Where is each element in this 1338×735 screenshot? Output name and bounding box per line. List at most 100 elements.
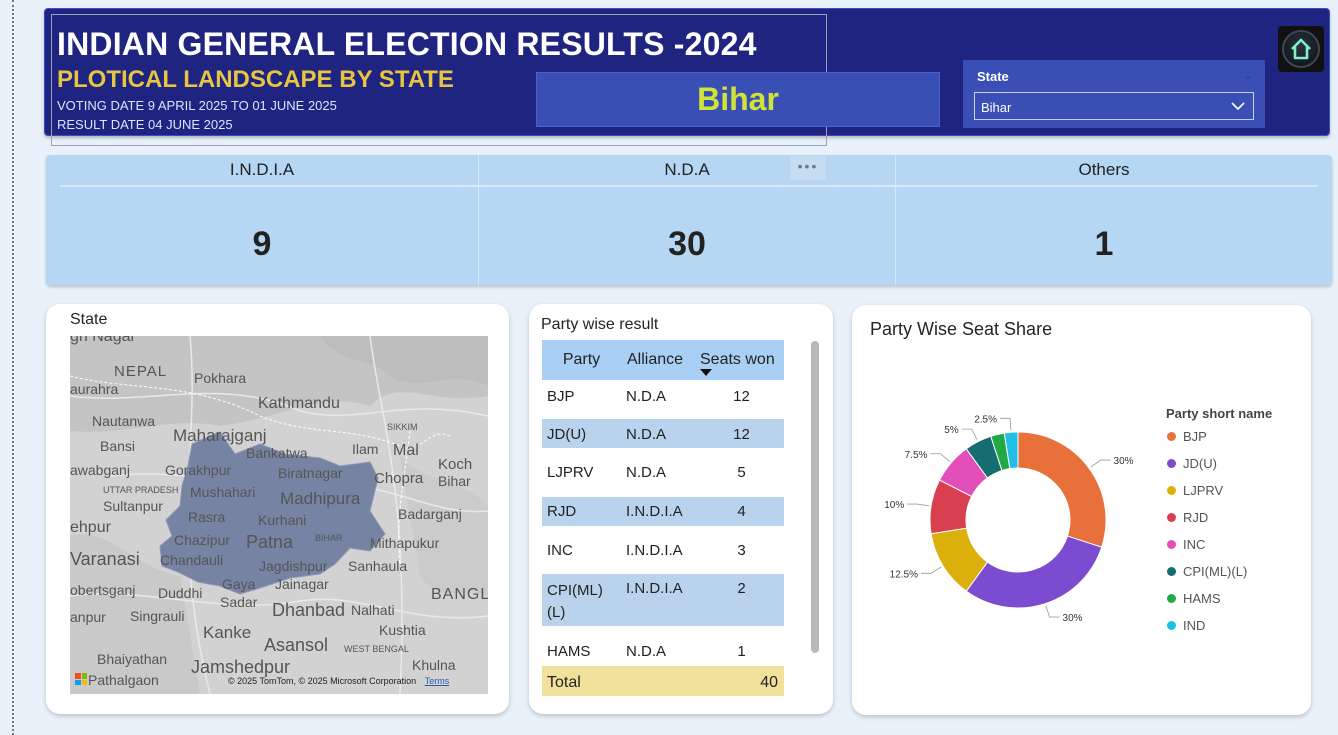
map-label: Pokhara bbox=[194, 370, 247, 386]
data-label-leader-line bbox=[907, 503, 930, 507]
map-label: Gorakhpur bbox=[165, 462, 232, 478]
map-attribution: © 2025 TomTom, © 2025 Microsoft Corporat… bbox=[228, 676, 449, 686]
data-label: 10% bbox=[884, 500, 904, 511]
cell-party: LJPRV bbox=[547, 464, 594, 481]
party-result-table: Party Alliance Seats won BJP N.D.A 12 JD… bbox=[542, 340, 784, 696]
map-label: Jamshedpur bbox=[191, 657, 291, 677]
donut-slice-bjp[interactable] bbox=[1017, 431, 1107, 548]
map-label: UTTAR PRADESH bbox=[103, 485, 179, 495]
legend-label: INC bbox=[1183, 537, 1206, 552]
state-dropdown[interactable]: Bihar bbox=[974, 92, 1254, 120]
legend-label: JD(U) bbox=[1183, 456, 1217, 471]
selected-state-value: Bihar bbox=[697, 81, 779, 117]
selected-state-card: Bihar bbox=[536, 72, 940, 127]
map-label: Bihar bbox=[438, 473, 471, 489]
legend-swatch bbox=[1167, 513, 1176, 522]
legend-item[interactable]: LJPRV bbox=[1167, 483, 1223, 498]
seat-share-title: Party Wise Seat Share bbox=[870, 319, 1053, 339]
donut-slice-jd-u-[interactable] bbox=[965, 535, 1103, 609]
legend-swatch bbox=[1167, 567, 1176, 576]
column-header-seats[interactable]: Seats won bbox=[694, 340, 784, 380]
state-slicer[interactable]: State ⌄ Bihar bbox=[963, 60, 1265, 128]
data-label-leader-line bbox=[930, 453, 950, 462]
kpi-india-value: 9 bbox=[252, 225, 272, 263]
map-terms-link[interactable]: Terms bbox=[424, 676, 450, 686]
kpi-separator bbox=[478, 155, 479, 285]
seat-share-donut-chart[interactable]: 30% 30% 12.5% 10% 7.5% 5% 2.5% bbox=[852, 380, 1162, 640]
data-label-leader-line bbox=[999, 417, 1012, 431]
column-header-party[interactable]: Party bbox=[542, 340, 621, 380]
table-row[interactable]: HAMS N.D.A 1 bbox=[542, 626, 784, 666]
kpi-others-label: Others bbox=[1078, 160, 1130, 179]
table-row[interactable]: BJP N.D.A 12 bbox=[542, 380, 784, 419]
microsoft-logo bbox=[75, 673, 87, 685]
map-label: Kathmandu bbox=[258, 395, 340, 412]
map-label: Koch bbox=[438, 456, 473, 473]
state-slicer-label: State bbox=[977, 69, 1009, 84]
column-header-alliance[interactable]: Alliance bbox=[621, 340, 694, 380]
donut-slice-ind[interactable] bbox=[1003, 431, 1019, 470]
map-terrain bbox=[70, 336, 488, 694]
cell-party: CPI(ML)(L) bbox=[542, 574, 621, 626]
table-row[interactable]: RJD I.N.D.I.A 4 bbox=[542, 497, 784, 526]
legend-label: IND bbox=[1183, 618, 1206, 633]
table-row[interactable]: CPI(ML)(L) I.N.D.I.A 2 bbox=[542, 574, 784, 626]
data-label-leader-line bbox=[921, 566, 942, 574]
legend-item[interactable]: CPI(ML)(L) bbox=[1167, 564, 1247, 579]
legend-swatch bbox=[1167, 459, 1176, 468]
table-scrollbar[interactable] bbox=[811, 341, 819, 653]
total-label: Total bbox=[542, 666, 694, 696]
home-button[interactable] bbox=[1278, 26, 1324, 72]
map-label: Asansol bbox=[264, 635, 329, 655]
bihar-region bbox=[159, 431, 386, 595]
column-header-seats-label: Seats won bbox=[700, 351, 775, 368]
chevron-down-icon bbox=[1231, 102, 1245, 111]
legend-item[interactable]: IND bbox=[1167, 618, 1205, 633]
page-title: INDIAN GENERAL ELECTION RESULTS -2024 bbox=[57, 26, 757, 62]
map-label: Mushahari bbox=[190, 484, 256, 500]
kpi-others: Others 1 bbox=[895, 155, 1313, 285]
cell-alliance: I.N.D.I.A bbox=[626, 542, 683, 559]
map-label: ehpur bbox=[70, 519, 111, 536]
map-label: anpur bbox=[70, 609, 106, 625]
map-label: Duddhi bbox=[158, 585, 203, 601]
legend-swatch bbox=[1167, 621, 1176, 630]
map-label: Ilam bbox=[352, 441, 379, 457]
table-row[interactable]: JD(U) N.D.A 12 bbox=[542, 419, 784, 448]
cell-party: JD(U) bbox=[542, 419, 621, 448]
clear-selection-icon[interactable]: ⌄ bbox=[1242, 68, 1253, 82]
map-label: Bankatwa bbox=[246, 445, 308, 461]
legend-item[interactable]: RJD bbox=[1167, 510, 1208, 525]
total-value: 40 bbox=[694, 666, 784, 696]
map-label: Pathalgaon bbox=[88, 672, 159, 688]
more-options-button[interactable]: ••• bbox=[790, 156, 826, 180]
kpi-india: I.N.D.I.A 9 bbox=[46, 155, 478, 285]
legend-swatch bbox=[1167, 594, 1176, 603]
map-label: Patna bbox=[246, 532, 294, 552]
state-map[interactable]: gh Nagar NEPAL Pokhara aurahra Kathmandu… bbox=[70, 336, 488, 694]
map-label: BANGL bbox=[431, 586, 488, 603]
map-label: Nautanwa bbox=[92, 413, 156, 429]
map-label: Chandauli bbox=[160, 552, 224, 568]
legend-item[interactable]: INC bbox=[1167, 537, 1205, 552]
legend-item[interactable]: HAMS bbox=[1167, 591, 1221, 606]
map-label: Chopra bbox=[374, 470, 424, 487]
data-label: 5% bbox=[944, 425, 959, 436]
map-label: aurahra bbox=[70, 381, 119, 397]
map-label: Kurhani bbox=[258, 512, 307, 528]
cell-alliance: N.D.A bbox=[626, 388, 667, 405]
legend-label: RJD bbox=[1183, 510, 1209, 525]
table-total-row: Total 40 bbox=[542, 666, 784, 696]
map-label: Dhanbad bbox=[272, 600, 346, 620]
table-row[interactable]: INC I.N.D.I.A 3 bbox=[542, 526, 784, 574]
map-label: Biratnagar bbox=[278, 465, 343, 481]
map-label: Sanhaula bbox=[348, 558, 408, 574]
map-label: Sultanpur bbox=[103, 498, 163, 514]
legend-item[interactable]: BJP bbox=[1167, 429, 1207, 444]
map-label: Singrauli bbox=[130, 608, 185, 624]
cell-alliance: N.D.A bbox=[626, 464, 667, 481]
table-row[interactable]: LJPRV N.D.A 5 bbox=[542, 448, 784, 497]
legend-item[interactable]: JD(U) bbox=[1167, 456, 1217, 471]
legend-label: BJP bbox=[1183, 429, 1207, 444]
map-label: Jagdishpur bbox=[259, 558, 328, 574]
